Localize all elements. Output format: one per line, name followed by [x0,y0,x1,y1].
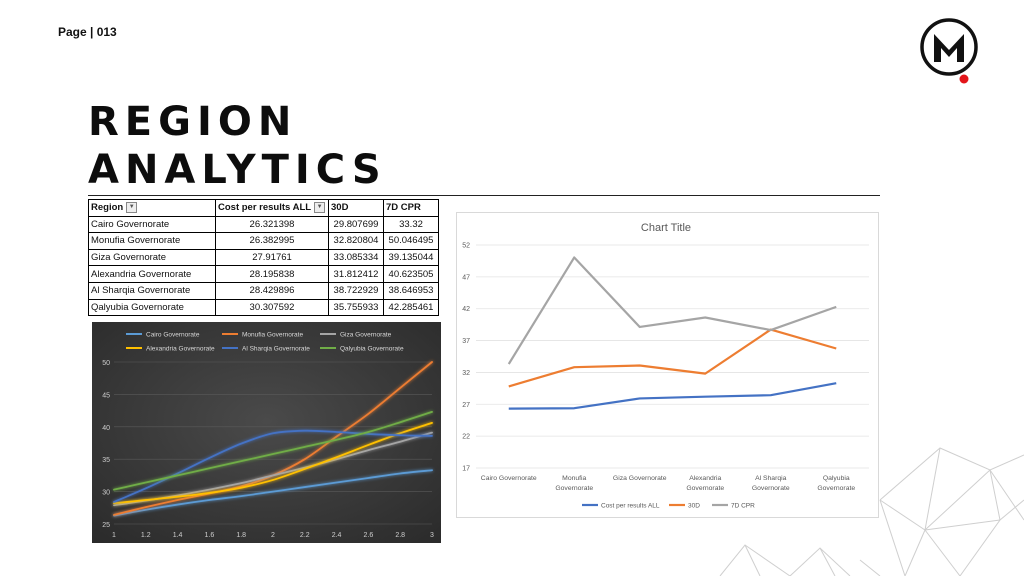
value-cell: 39.135044 [383,248,439,267]
legend-label: Cost per results ALL [601,503,660,510]
series-line [508,328,837,388]
page-number: Page | 013 [58,25,117,39]
series-line [113,469,433,517]
y-tick-label: 32 [462,370,470,377]
x-tick-label: 2.4 [332,532,342,539]
table-row: Qalyubia Governorate 30.307592 35.755933 42… [88,298,439,317]
table-row: Giza Governorate 27.91761 33.085334 39.1350… [88,248,439,267]
x-tick-label: 1.2 [141,532,151,539]
x-tick-label: 2.8 [395,532,405,539]
value-cell: 31.812412 [328,265,384,283]
x-tick-label: 1.4 [173,532,183,539]
x-tick-label: 2 [271,532,275,539]
value-cell: 26.321398 [215,215,329,234]
table-row: Cairo Governorate 26.321398 29.807699 33.32 [88,215,439,234]
value-cell: 28.195838 [215,265,329,283]
legend-label: 7D CPR [731,503,755,510]
y-tick-label: 25 [102,522,110,529]
table-row: Al Sharqia Governorate 28.429896 38.722929… [88,281,439,300]
page-title: REGION ANALYTICS [88,98,387,194]
series-line [113,410,433,491]
chart-title: Chart Title [641,222,691,234]
table-row: Monufia Governorate 26.382995 32.820804 50.… [88,232,439,250]
x-tick-label: Qalyubia [823,475,850,482]
y-tick-label: 42 [462,306,470,313]
brand-logo [920,18,978,84]
y-tick-label: 47 [462,274,470,281]
value-cell: 29.807699 [328,215,384,234]
column-header-region[interactable]: Region ▼ [88,199,216,217]
x-tick-label: Monufia [562,475,586,482]
value-cell: 50.046495 [383,232,439,250]
x-tick-label: 1.6 [205,532,215,539]
value-cell: 38.722929 [328,281,384,300]
y-tick-label: 30 [102,490,110,497]
x-tick-label: 2.6 [364,532,374,539]
value-cell: 42.285461 [383,298,439,317]
filter-dropdown-icon[interactable]: ▼ [314,202,326,214]
legend-label: Al Sharqia Governorate [242,346,310,353]
x-tick-label: Governorate [817,485,855,492]
y-tick-label: 22 [462,434,470,441]
title-line-1: REGION [88,99,298,145]
filter-dropdown-icon[interactable]: ▼ [126,202,138,214]
y-tick-label: 17 [462,466,470,473]
series-line [113,422,433,505]
region-cell: Al Sharqia Governorate [88,281,216,300]
region-cell: Monufia Governorate [88,232,216,250]
x-tick-label: Alexandria [689,475,721,482]
y-tick-label: 27 [462,402,470,409]
x-tick-label: 2.2 [300,532,310,539]
value-cell: 26.382995 [215,232,329,250]
value-cell: 32.820804 [328,232,384,250]
table-row: Alexandria Governorate 28.195838 31.812412… [88,265,439,283]
series-line [507,256,837,365]
x-tick-label: Governorate [555,485,593,492]
y-tick-label: 37 [462,338,470,345]
legend-label: 30D [688,503,700,510]
value-cell: 33.085334 [328,248,384,267]
x-tick-label: 3 [430,532,434,539]
region-cell: Alexandria Governorate [88,265,216,283]
x-tick-label: 1.8 [236,532,246,539]
value-cell: 38.646953 [383,281,439,300]
x-tick-label: Governorate [686,485,724,492]
x-tick-label: Cairo Governorate [481,475,537,482]
legend-label: Giza Governorate [340,332,392,339]
series-line [508,382,837,410]
value-cell: 30.307592 [215,298,329,317]
table-body: Cairo Governorate 26.321398 29.807699 33.32… [88,215,439,317]
region-table: Region ▼ Cost per results ALL ▼ 30D 7D CPR… [88,199,439,317]
region-cell: Qalyubia Governorate [88,298,216,317]
y-tick-label: 50 [102,360,110,367]
chart-frame [456,212,879,518]
column-header-30d: 30D [328,199,384,217]
y-tick-label: 45 [102,392,110,399]
y-tick-label: 40 [102,425,110,432]
value-cell: 40.623505 [383,265,439,283]
y-tick-label: 35 [102,457,110,464]
x-tick-label: Governorate [752,485,790,492]
table-header-row: Region ▼ Cost per results ALL ▼ 30D 7D CPR [88,199,439,217]
x-tick-label: 1 [112,532,116,539]
x-tick-label: Giza Governorate [613,475,667,482]
divider [88,195,880,196]
legend-label: Qalyubia Governorate [340,346,404,353]
value-cell: 28.429896 [215,281,329,300]
value-cell: 35.755933 [328,298,384,317]
value-cell: 27.91761 [215,248,329,267]
dark-line-chart: 25 30 35 40 45 50 1 1.2 1.4 1.6 1.8 2 2.2 2.4 2.6 2.8 3 C… [92,322,441,543]
value-cell: 33.32 [383,215,439,234]
column-header-7d-cpr: 7D CPR [383,199,439,217]
title-line-2: ANALYTICS [88,147,387,193]
region-cell: Cairo Governorate [88,215,216,234]
legend-label: Cairo Governorate [146,332,200,339]
y-tick-label: 52 [462,243,470,250]
legend-label: Monufia Governorate [242,332,303,339]
region-cell: Giza Governorate [88,248,216,267]
x-tick-label: Al Sharqia [755,475,787,482]
column-header-cost[interactable]: Cost per results ALL ▼ [215,199,329,217]
legend-label: Alexandria Governorate [146,346,215,353]
cpr-line-chart: Chart Title 17 22 27 32 37 42 47 52 Cairo Governo… [456,212,879,518]
